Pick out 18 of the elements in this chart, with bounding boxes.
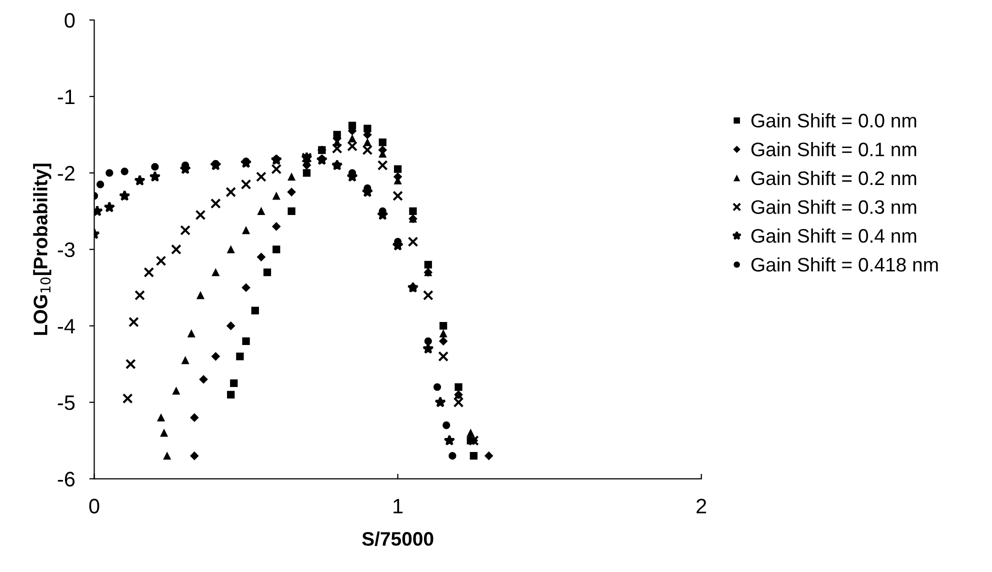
y-tick-label: 0 [64, 13, 75, 28]
y-tick-label: -5 [58, 396, 75, 410]
x-axis-title: S/75000 [362, 532, 434, 546]
y-tick-label: -2 [58, 166, 74, 180]
y-tick-label: -1 [58, 90, 74, 104]
y-tick-label: -4 [58, 319, 75, 334]
legend-label: Gain Shift = 0.1 nm [751, 142, 916, 156]
legend-label: Gain Shift = 0.4 nm [751, 228, 916, 243]
x-tick-label: 1 [394, 498, 403, 514]
y-tick-label: -3 [58, 242, 75, 258]
y-axis-title: LOG$_{10}$[Probability] [33, 164, 52, 335]
legend-label: Gain Shift = 0.0 nm [751, 113, 916, 128]
legend-label: Gain Shift = 0.418 nm [751, 257, 938, 272]
x-tick-label: 0 [89, 498, 100, 514]
legend-label: Gain Shift = 0.2 nm [751, 170, 916, 186]
y-tick-label: -6 [58, 472, 75, 487]
legend-label: Gain Shift = 0.3 nm [751, 200, 916, 214]
x-tick-label: 2 [696, 498, 706, 514]
